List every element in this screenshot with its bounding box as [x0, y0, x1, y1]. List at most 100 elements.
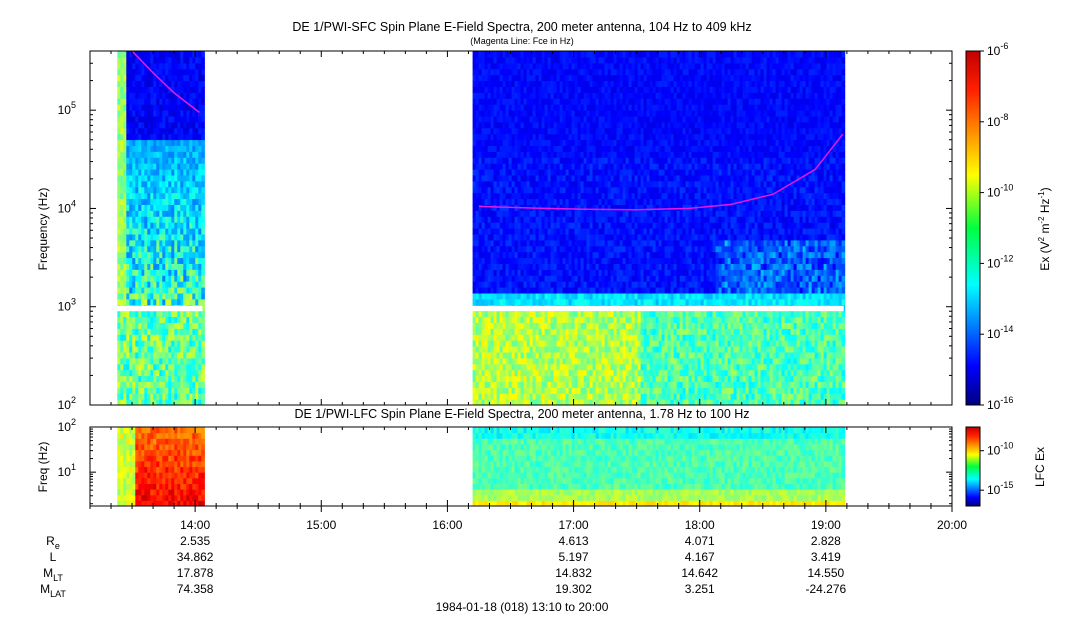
spectrogram-cell	[547, 263, 552, 270]
spectrogram-cell	[565, 322, 570, 329]
spectrogram-cell	[138, 322, 142, 329]
spectrogram-cell	[478, 381, 483, 388]
spectrogram-cell	[472, 169, 477, 176]
spectrogram-cell	[472, 346, 477, 353]
spectrogram-cell	[529, 375, 534, 382]
spectrogram-cell	[520, 257, 525, 264]
spectrogram-cell	[598, 287, 603, 294]
spectrogram-cell	[619, 399, 624, 405]
spectrogram-cell	[622, 174, 627, 182]
spectrogram-cell	[580, 269, 585, 276]
spectrogram-cell	[135, 169, 139, 176]
spectrogram-cell	[517, 316, 522, 323]
spectrogram-cell	[601, 328, 606, 335]
spectrogram-cell	[583, 192, 588, 200]
spectrogram-cell	[622, 369, 627, 377]
spectrogram-cell	[553, 145, 558, 152]
spectrogram-cell	[484, 68, 489, 76]
spectrogram-cell	[580, 334, 585, 341]
spectrogram-cell	[631, 145, 636, 152]
spectrogram-cell	[183, 174, 187, 182]
spectrogram-cell	[547, 328, 552, 335]
spectrogram-cell	[183, 151, 187, 158]
spectrogram-cell	[117, 334, 121, 341]
spectrogram-cell	[153, 169, 157, 176]
spectrogram-cell	[117, 186, 121, 194]
spectrogram-cell	[520, 180, 525, 188]
spectrogram-cell	[556, 115, 561, 123]
spectrogram-cell	[165, 387, 169, 394]
spectrogram-cell	[195, 98, 199, 105]
spectrogram-cell	[126, 180, 130, 188]
spectrogram-cell	[529, 92, 534, 99]
spectrogram-cell	[138, 251, 142, 259]
spectrogram-cell	[505, 239, 510, 247]
spectrogram-cell	[586, 357, 591, 365]
spectrogram-cell	[604, 98, 609, 105]
spectrogram-cell	[484, 198, 489, 205]
spectrogram-cell	[159, 104, 163, 111]
spectrogram-cell	[132, 62, 136, 70]
spectrogram-cell	[574, 298, 579, 306]
spectrogram-cell	[150, 80, 154, 87]
spectrogram-cell	[180, 298, 184, 306]
spectrogram-cell	[201, 222, 205, 229]
spectrogram-cell	[565, 351, 570, 359]
spectrogram-cell	[547, 393, 552, 400]
spectrogram-cell	[493, 74, 498, 82]
spectrogram-cell	[150, 192, 154, 200]
spectrogram-cell	[562, 251, 567, 259]
spectrogram-cell	[490, 281, 495, 288]
spectrogram-cell	[568, 210, 573, 217]
spectrogram-cell	[123, 281, 127, 288]
spectrogram-cell	[586, 210, 591, 217]
spectrogram-cell	[601, 257, 606, 264]
spectrogram-cell	[526, 287, 531, 294]
spectrogram-cell	[577, 115, 582, 123]
spectrogram-cell	[610, 381, 615, 388]
top-chart-subtitle: (Magenta Line: Fce in Hz)	[470, 36, 574, 46]
spectrogram-cell	[601, 98, 606, 105]
spectrogram-cell	[526, 133, 531, 141]
spectrogram-cell	[628, 228, 633, 235]
spectrogram-cell	[622, 263, 627, 270]
spectrogram-cell	[628, 174, 633, 182]
spectrogram-cell	[150, 98, 154, 105]
spectrogram-cell	[478, 239, 483, 247]
spectrogram-cell	[628, 257, 633, 264]
spectrogram-cell	[547, 157, 552, 164]
spectrogram-cell	[553, 351, 558, 359]
spectrogram-cell	[616, 216, 621, 223]
spectrogram-cell	[559, 151, 564, 158]
spectrogram-cell	[559, 298, 564, 306]
spectrogram-cell	[475, 56, 480, 64]
spectrogram-cell	[604, 121, 609, 129]
spectrogram-cell	[144, 56, 148, 64]
spectrogram-cell	[159, 98, 163, 105]
spectrogram-cell	[177, 216, 181, 223]
spectrogram-cell	[201, 263, 205, 270]
spectrogram-cell	[478, 393, 483, 400]
spectrogram-cell	[165, 381, 169, 388]
spectrogram-cell	[583, 133, 588, 141]
spectrogram-cell	[622, 192, 627, 200]
spectrogram-cell	[165, 104, 169, 111]
spectrogram-cell	[586, 298, 591, 306]
spectrogram-cell	[529, 228, 534, 235]
spectrogram-cell	[535, 110, 540, 117]
spectrogram-cell	[607, 351, 612, 359]
spectrogram-cell	[141, 287, 145, 294]
spectrogram-cell	[604, 110, 609, 117]
spectrogram-cell	[120, 263, 124, 270]
spectrogram-cell	[156, 310, 160, 318]
spectrogram-cell	[117, 180, 121, 188]
spectrogram-cell	[559, 310, 564, 318]
spectrogram-cell	[141, 51, 145, 58]
spectrogram-cell	[120, 269, 124, 276]
spectrogram-cell	[484, 340, 489, 347]
spectrogram-cell	[165, 269, 169, 276]
spectrogram-cell	[571, 316, 576, 323]
spectrogram-cell	[538, 145, 543, 152]
spectrogram-cell	[556, 393, 561, 400]
spectrogram-cell	[541, 104, 546, 111]
